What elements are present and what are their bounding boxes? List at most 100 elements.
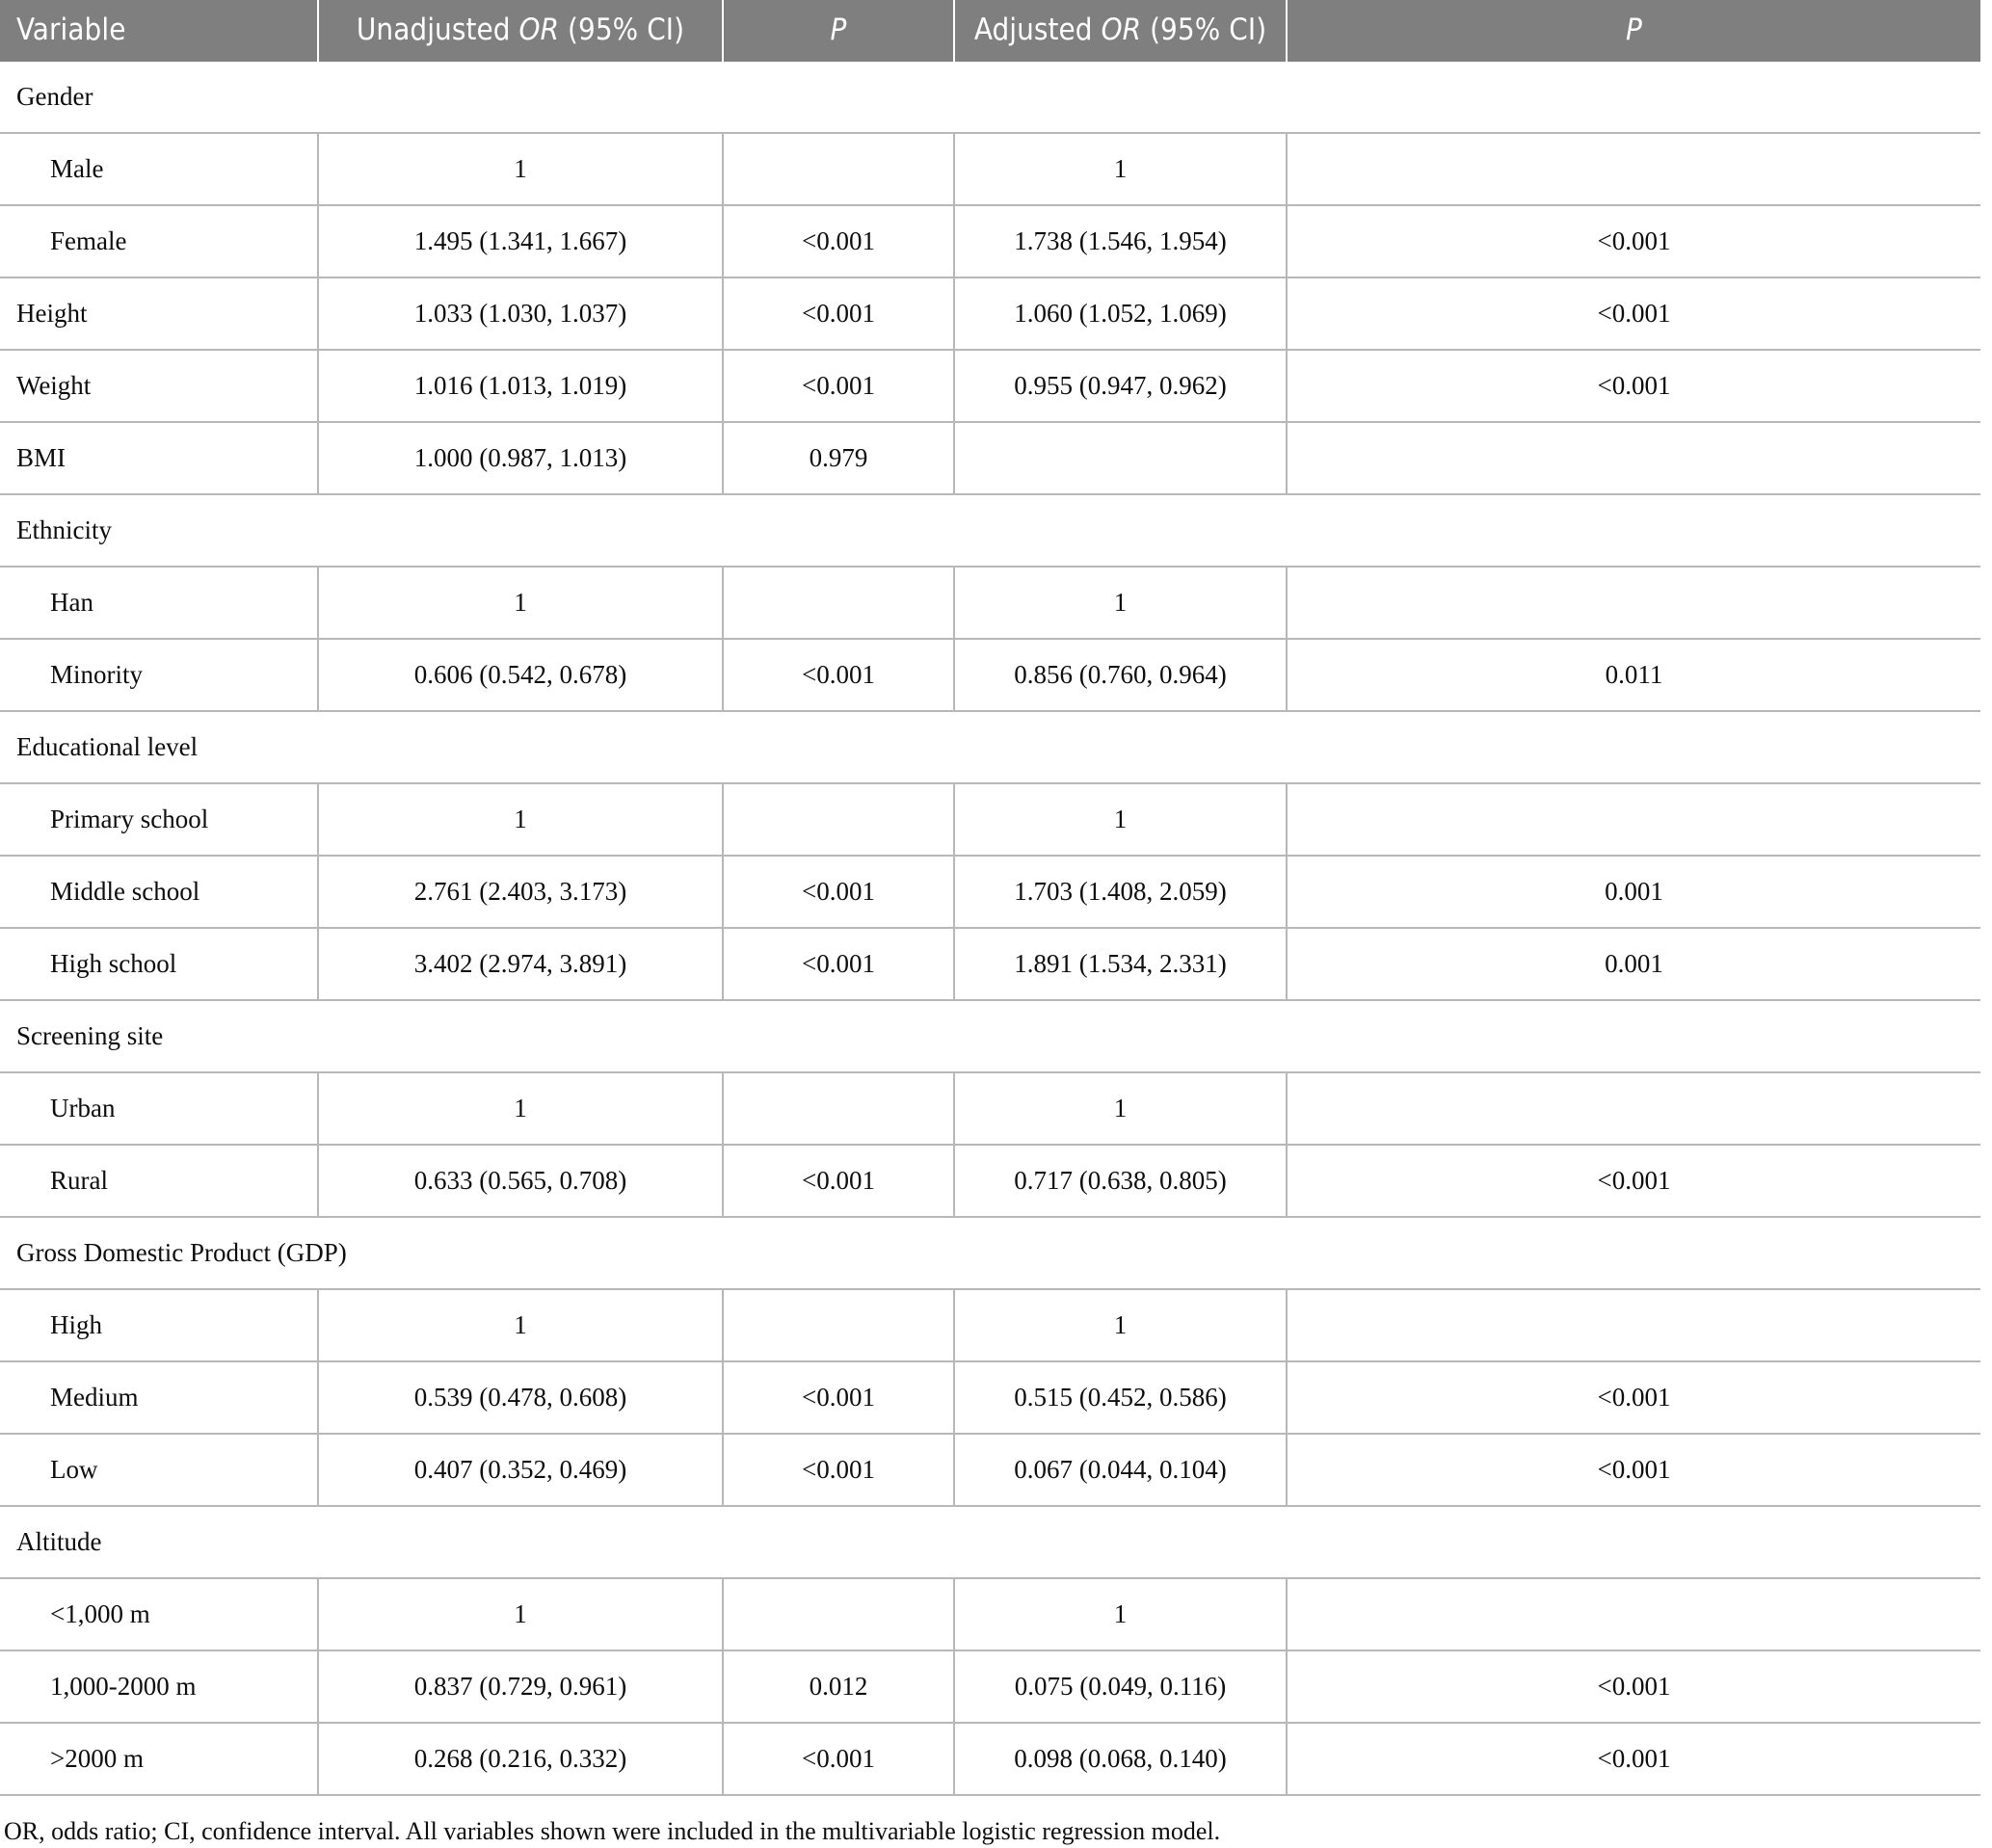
cell-p-unadjusted: <0.001 — [723, 856, 955, 929]
cell-unadjusted-or: 1.033 (1.030, 1.037) — [318, 277, 724, 351]
cell-p-unadjusted — [723, 783, 955, 857]
cell-adjusted-or: 1 — [954, 133, 1288, 206]
column-header-variable: Variable — [0, 0, 319, 62]
cell-variable: Rural — [0, 1145, 319, 1218]
table-row: Weight 1.016 (1.013, 1.019) <0.001 0.955 (0… — [0, 350, 1980, 423]
cell-unadjusted-or: 0.539 (0.478, 0.608) — [318, 1361, 724, 1435]
cell-adjusted-or: 1 — [954, 1578, 1288, 1651]
cell-p-adjusted: 0.011 — [1287, 639, 1980, 712]
table-row: High 1 1 — [0, 1289, 1980, 1362]
table-row: >2000 m 0.268 (0.216, 0.332) <0.001 0.098 (… — [0, 1723, 1980, 1796]
cell-variable: Weight — [0, 350, 319, 423]
cell-adjusted-or: 0.955 (0.947, 0.962) — [954, 350, 1288, 423]
cell-unadjusted-or: 1.016 (1.013, 1.019) — [318, 350, 724, 423]
table-section-row: Screening site — [0, 1000, 1980, 1073]
cell-p-unadjusted: <0.001 — [723, 205, 955, 278]
cell-p-unadjusted: <0.001 — [723, 277, 955, 351]
table-row: Han 1 1 — [0, 567, 1980, 640]
cell-p-unadjusted: <0.001 — [723, 1434, 955, 1507]
cell-p-adjusted: <0.001 — [1287, 1361, 1980, 1435]
section-label: Gender — [0, 62, 1980, 134]
section-label: Screening site — [0, 1000, 1980, 1073]
table-row: Male 1 1 — [0, 133, 1980, 206]
cell-unadjusted-or: 0.837 (0.729, 0.961) — [318, 1650, 724, 1724]
cell-adjusted-or: 0.515 (0.452, 0.586) — [954, 1361, 1288, 1435]
cell-adjusted-or: 1.738 (1.546, 1.954) — [954, 205, 1288, 278]
cell-adjusted-or: 1 — [954, 567, 1288, 640]
cell-unadjusted-or: 1 — [318, 1289, 724, 1362]
column-header-adjusted-or: Adjusted OR (95% CI) — [954, 0, 1288, 62]
cell-unadjusted-or: 2.761 (2.403, 3.173) — [318, 856, 724, 929]
cell-variable: Urban — [0, 1072, 319, 1146]
table-row: Middle school 2.761 (2.403, 3.173) <0.001 1… — [0, 856, 1980, 929]
table-row: Medium 0.539 (0.478, 0.608) <0.001 0.515 (0… — [0, 1361, 1980, 1435]
cell-adjusted-or: 1.060 (1.052, 1.069) — [954, 277, 1288, 351]
cell-p-adjusted: <0.001 — [1287, 277, 1980, 351]
section-label: Ethnicity — [0, 494, 1980, 568]
table-row: Female 1.495 (1.341, 1.667) <0.001 1.738 (1… — [0, 205, 1980, 278]
cell-p-unadjusted: <0.001 — [723, 350, 955, 423]
table-section-row: Altitude — [0, 1506, 1980, 1579]
cell-unadjusted-or: 1 — [318, 1072, 724, 1146]
table-body: Gender Male 1 1 Female 1.495 (1.341, 1.667) <0… — [0, 62, 1980, 1796]
cell-variable: Middle school — [0, 856, 319, 929]
table-row: Minority 0.606 (0.542, 0.678) <0.001 0.856 … — [0, 639, 1980, 712]
cell-p-unadjusted — [723, 1289, 955, 1362]
table-section-row: Ethnicity — [0, 494, 1980, 568]
table-row: Urban 1 1 — [0, 1072, 1980, 1146]
table-section-row: Gender — [0, 62, 1980, 134]
section-label: Gross Domestic Product (GDP) — [0, 1217, 1980, 1290]
table-header-row: Variable Unadjusted OR (95% CI) P Adjust… — [0, 0, 1980, 62]
adjusted-or-italic: OR — [1101, 13, 1142, 47]
cell-adjusted-or: 1 — [954, 783, 1288, 857]
cell-adjusted-or — [954, 422, 1288, 495]
cell-p-adjusted: 0.001 — [1287, 928, 1980, 1001]
cell-p-unadjusted: 0.012 — [723, 1650, 955, 1724]
cell-unadjusted-or: 0.606 (0.542, 0.678) — [318, 639, 724, 712]
regression-results-table: Variable Unadjusted OR (95% CI) P Adjust… — [0, 0, 1980, 1796]
cell-variable: >2000 m — [0, 1723, 319, 1796]
cell-adjusted-or: 1 — [954, 1289, 1288, 1362]
cell-variable: Han — [0, 567, 319, 640]
cell-p-adjusted: <0.001 — [1287, 350, 1980, 423]
cell-unadjusted-or: 0.268 (0.216, 0.332) — [318, 1723, 724, 1796]
cell-p-unadjusted — [723, 567, 955, 640]
cell-unadjusted-or: 1 — [318, 783, 724, 857]
cell-variable: BMI — [0, 422, 319, 495]
cell-variable: High — [0, 1289, 319, 1362]
cell-p-adjusted: <0.001 — [1287, 1723, 1980, 1796]
cell-p-adjusted — [1287, 422, 1980, 495]
cell-p-unadjusted: <0.001 — [723, 1145, 955, 1218]
table-row: Primary school 1 1 — [0, 783, 1980, 857]
cell-unadjusted-or: 1.495 (1.341, 1.667) — [318, 205, 724, 278]
section-label: Educational level — [0, 711, 1980, 784]
column-header-p-adjusted: P — [1287, 0, 1980, 62]
table-section-row: Gross Domestic Product (GDP) — [0, 1217, 1980, 1290]
cell-p-adjusted — [1287, 783, 1980, 857]
cell-p-unadjusted — [723, 1072, 955, 1146]
cell-unadjusted-or: 0.407 (0.352, 0.469) — [318, 1434, 724, 1507]
cell-unadjusted-or: 1 — [318, 133, 724, 206]
table-row: Low 0.407 (0.352, 0.469) <0.001 0.067 (0.04… — [0, 1434, 1980, 1507]
table-row: High school 3.402 (2.974, 3.891) <0.001 1.8… — [0, 928, 1980, 1001]
cell-p-adjusted — [1287, 1072, 1980, 1146]
cell-p-unadjusted — [723, 1578, 955, 1651]
cell-adjusted-or: 0.856 (0.760, 0.964) — [954, 639, 1288, 712]
p-unadjusted-italic: P — [830, 13, 847, 47]
cell-variable: <1,000 m — [0, 1578, 319, 1651]
cell-adjusted-or: 1.891 (1.534, 2.331) — [954, 928, 1288, 1001]
cell-p-adjusted: <0.001 — [1287, 1434, 1980, 1507]
cell-p-adjusted: <0.001 — [1287, 1650, 1980, 1724]
table-header: Variable Unadjusted OR (95% CI) P Adjust… — [0, 0, 1980, 62]
cell-p-unadjusted: 0.979 — [723, 422, 955, 495]
p-adjusted-italic: P — [1626, 13, 1642, 47]
table-row: Rural 0.633 (0.565, 0.708) <0.001 0.717 (0.… — [0, 1145, 1980, 1218]
table-footnote: OR, odds ratio; CI, confidence interval.… — [4, 1817, 1221, 1845]
column-header-p-unadjusted: P — [723, 0, 955, 62]
column-header-unadjusted-or: Unadjusted OR (95% CI) — [318, 0, 724, 62]
unadjusted-or-italic: OR — [518, 13, 560, 47]
cell-variable: Height — [0, 277, 319, 351]
cell-variable: 1,000-2000 m — [0, 1650, 319, 1724]
cell-p-adjusted — [1287, 1578, 1980, 1651]
